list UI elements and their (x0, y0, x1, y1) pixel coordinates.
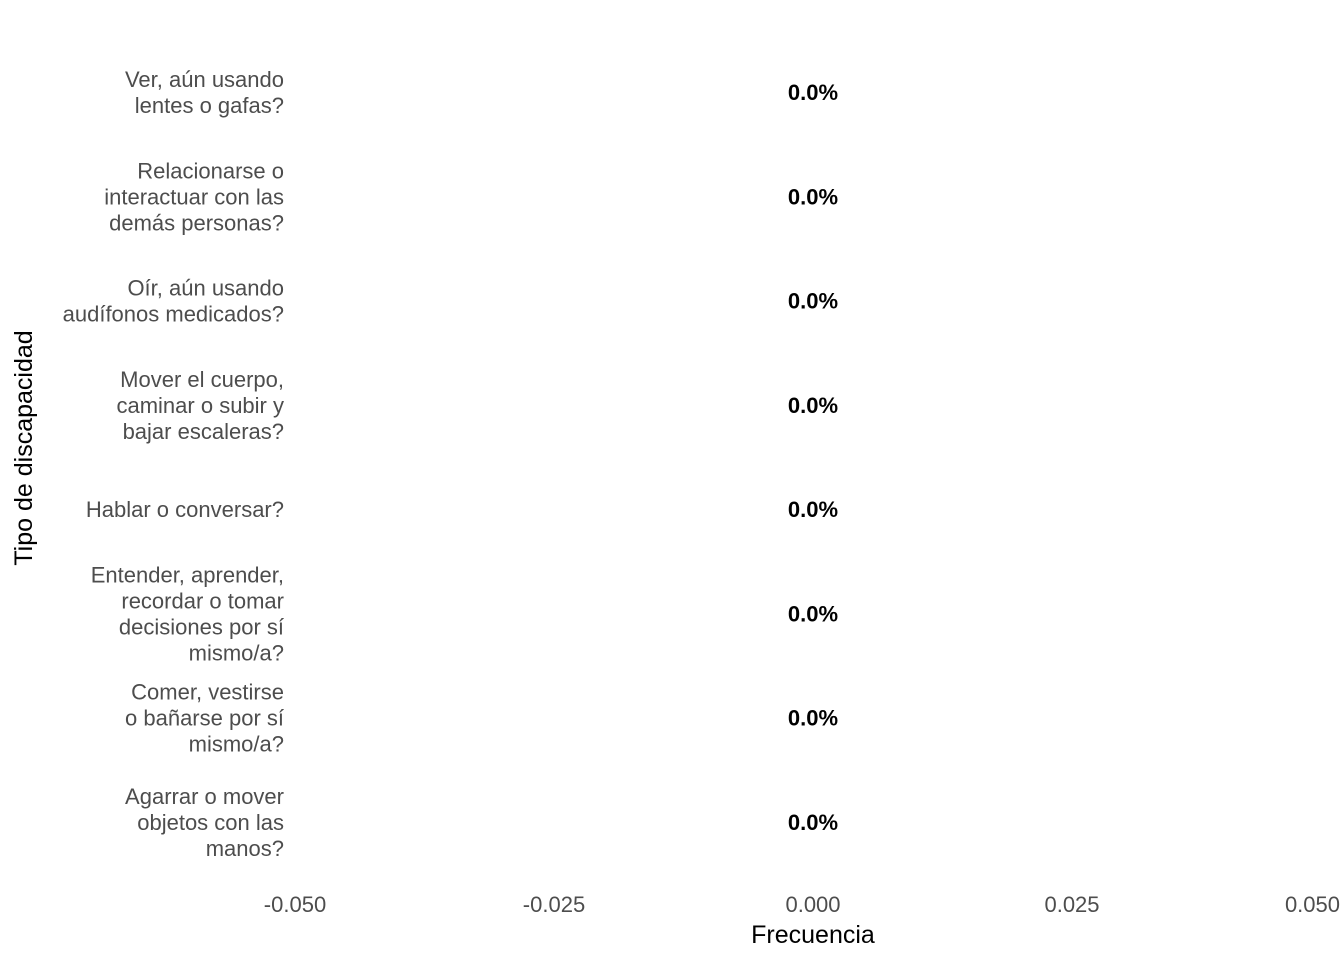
x-tick-label: 0.000 (785, 892, 840, 917)
data-label: 0.0% (788, 810, 838, 835)
category-label-line: mismo/a? (189, 732, 284, 757)
category-label-line: objetos con las (137, 810, 284, 835)
x-axis-tick-labels: -0.050 -0.025 0.000 0.025 0.050 (264, 892, 1340, 917)
category-label-line: recordar o tomar (121, 588, 284, 613)
category-labels: Ver, aún usando lentes o gafas? Relacionar… (63, 67, 284, 861)
category-label: Hablar o conversar? (86, 497, 284, 522)
category-label-line: lentes o gafas? (135, 93, 284, 118)
data-label: 0.0% (788, 497, 838, 522)
x-tick-label: 0.050 (1285, 892, 1340, 917)
data-label: 0.0% (788, 393, 838, 418)
category-label-line: Agarrar o mover (125, 784, 284, 809)
category-label: Entender, aprender, recordar o tomar decis… (91, 562, 284, 665)
category-label-line: Hablar o conversar? (86, 497, 284, 522)
data-labels: 0.0% 0.0% 0.0% 0.0% 0.0% 0.0% 0.0% 0.0% (788, 80, 838, 835)
category-label-line: interactuar con las (104, 184, 284, 209)
category-label-line: Mover el cuerpo, (120, 367, 284, 392)
category-label: Mover el cuerpo, caminar o subir y bajar e… (116, 367, 284, 444)
category-label-line: Comer, vestirse (131, 680, 284, 705)
y-axis-title: Tipo de discapacidad (10, 330, 38, 565)
x-tick-label: -0.025 (523, 892, 585, 917)
category-label-line: manos? (206, 836, 284, 861)
category-label: Oír, aún usando audífonos medicados? (63, 276, 284, 327)
category-label-line: caminar o subir y (116, 393, 284, 418)
data-label: 0.0% (788, 706, 838, 731)
category-label-line: Ver, aún usando (125, 67, 284, 92)
data-label: 0.0% (788, 184, 838, 209)
category-label-line: demás personas? (109, 210, 284, 235)
data-label: 0.0% (788, 80, 838, 105)
category-label-line: decisiones por sí (119, 614, 284, 639)
category-label-line: audífonos medicados? (63, 302, 284, 327)
category-label-line: Entender, aprender, (91, 562, 284, 587)
category-label-line: mismo/a? (189, 640, 284, 665)
category-label: Relacionarse o interactuar con las demás p… (104, 158, 284, 235)
category-label: Agarrar o mover objetos con las manos? (125, 784, 284, 861)
category-label-line: o bañarse por sí (125, 706, 284, 731)
data-label: 0.0% (788, 289, 838, 314)
x-tick-label: 0.025 (1044, 892, 1099, 917)
category-label-line: Oír, aún usando (127, 276, 284, 301)
category-label: Comer, vestirse o bañarse por sí mismo/a? (125, 680, 284, 757)
x-tick-label: -0.050 (264, 892, 326, 917)
x-axis-title: Frecuencia (751, 921, 875, 949)
category-label-line: bajar escaleras? (123, 419, 284, 444)
category-label: Ver, aún usando lentes o gafas? (125, 67, 284, 118)
data-label: 0.0% (788, 601, 838, 626)
category-label-line: Relacionarse o (137, 158, 284, 183)
